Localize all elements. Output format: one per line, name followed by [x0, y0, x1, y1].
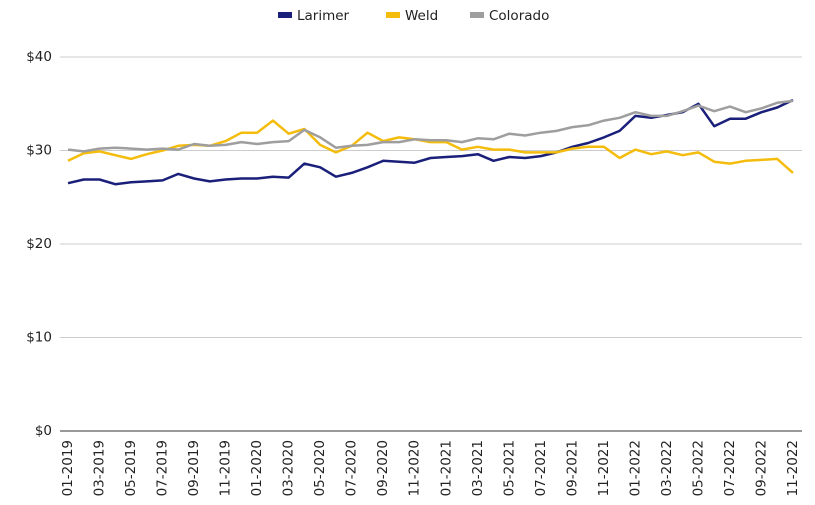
- x-tick-label: 05-2020: [312, 440, 328, 496]
- x-tick-label: 01-2020: [249, 440, 265, 496]
- x-tick-label: 09-2022: [753, 440, 769, 496]
- legend-label: Weld: [405, 8, 438, 24]
- y-tick-label: $10: [26, 330, 52, 346]
- y-tick-label: $40: [26, 49, 52, 65]
- x-tick-label: 03-2020: [281, 440, 297, 496]
- legend-label: Larimer: [297, 8, 350, 24]
- x-tick-label: 11-2022: [785, 440, 801, 496]
- x-tick-label: 09-2020: [375, 440, 391, 496]
- line-series: [67, 99, 794, 153]
- x-tick-label: 01-2019: [60, 440, 76, 496]
- x-tick-label: 07-2020: [344, 440, 360, 496]
- x-tick-label: 01-2021: [438, 440, 454, 496]
- legend-marker: [278, 12, 292, 18]
- x-tick-label: 05-2021: [501, 440, 517, 496]
- legend-marker: [470, 12, 484, 18]
- x-tick-label: 05-2022: [690, 440, 706, 496]
- x-tick-label: 09-2021: [564, 440, 580, 496]
- x-tick-label: 07-2022: [722, 440, 738, 496]
- x-tick-label: 11-2019: [218, 440, 234, 496]
- x-tick-label: 03-2022: [659, 440, 675, 496]
- x-tick-label: 07-2019: [155, 440, 171, 496]
- x-tick-label: 01-2022: [627, 440, 643, 496]
- y-tick-label: $0: [35, 423, 52, 439]
- x-tick-label: 11-2020: [407, 440, 423, 496]
- x-tick-label: 03-2019: [92, 440, 108, 496]
- line-series: [67, 119, 794, 174]
- x-tick-label: 07-2021: [533, 440, 549, 496]
- legend-label: Colorado: [489, 8, 549, 24]
- x-tick-label: 11-2021: [596, 440, 612, 496]
- x-tick-label: 05-2019: [123, 440, 139, 496]
- y-tick-label: $20: [26, 236, 52, 252]
- x-tick-label: 09-2019: [186, 440, 202, 496]
- legend-marker: [386, 12, 400, 18]
- x-tick-label: 03-2021: [470, 440, 486, 496]
- y-tick-label: $30: [26, 143, 52, 159]
